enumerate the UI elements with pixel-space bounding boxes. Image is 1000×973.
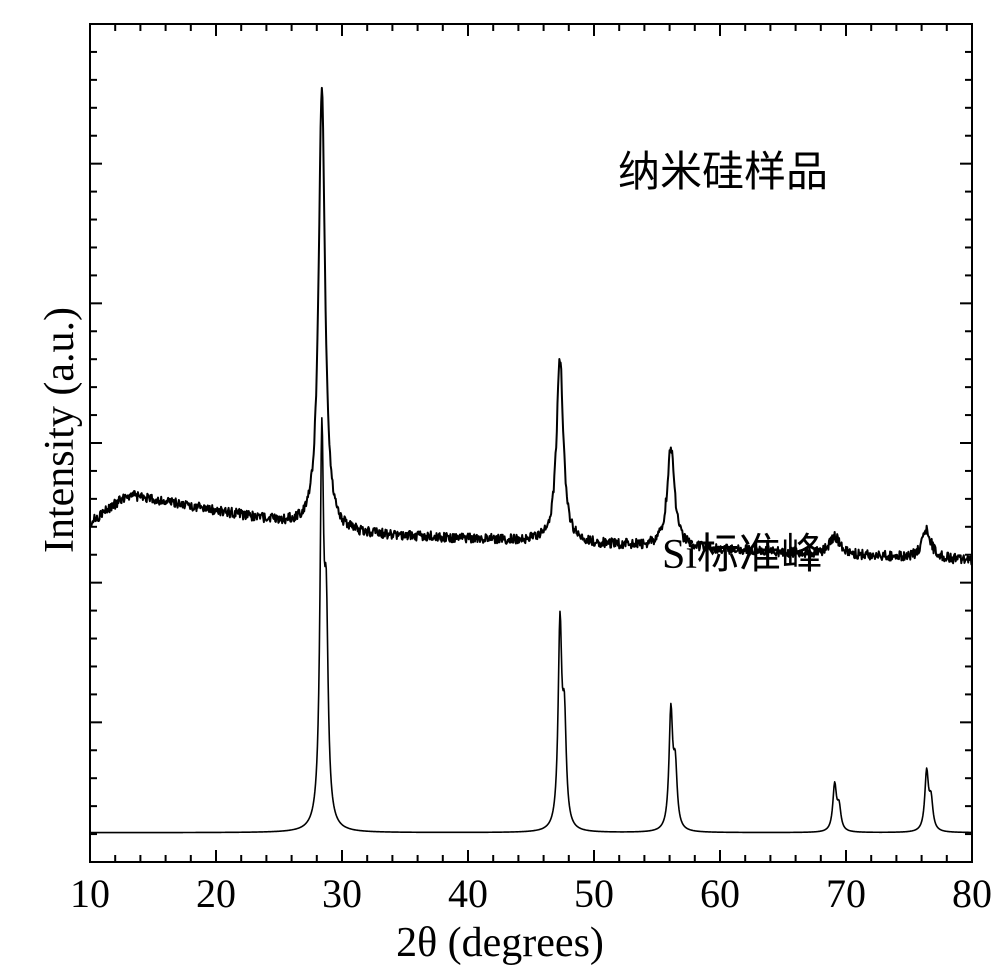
series-label-si-standard: Si标准峰 [662,520,823,581]
x-tick-label: 60 [700,870,740,917]
x-tick-label: 10 [70,870,110,917]
xrd-chart: Intensity (a.u.) 2θ (degrees) 10 20 30 40 50… [0,0,1000,973]
chart-svg [0,0,1000,973]
x-tick-label: 80 [952,870,992,917]
y-axis-label: Intensity (a.u.) [36,180,84,680]
series-label-nano-si: 纳米硅样品 [618,138,828,199]
x-tick-label: 30 [322,870,362,917]
x-tick-label: 70 [826,870,866,917]
x-tick-label: 40 [448,870,488,917]
x-tick-label: 50 [574,870,614,917]
x-tick-label: 20 [196,870,236,917]
x-axis-label: 2θ (degrees) [0,919,1000,967]
